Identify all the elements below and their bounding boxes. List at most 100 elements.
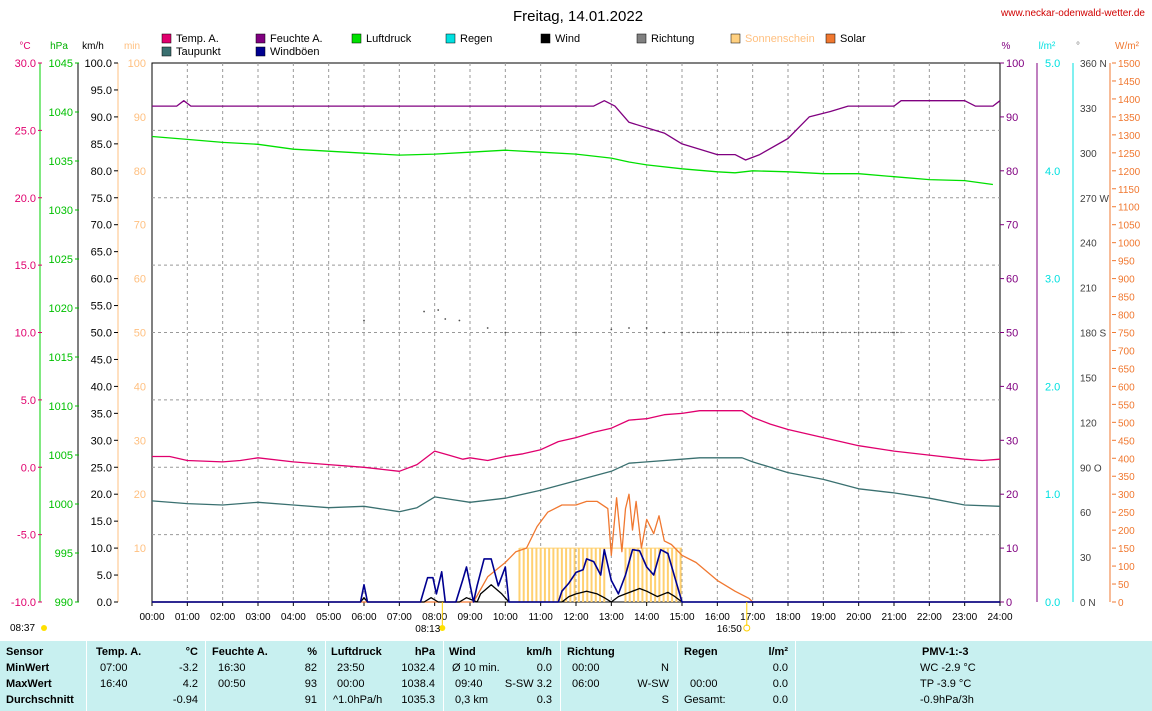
x-tick-label: 03:00	[245, 612, 270, 623]
wind-tick-label: 90.0	[91, 112, 112, 124]
x-tick-label: 08:00	[422, 612, 447, 623]
header-wind-unit: km/h	[526, 646, 552, 658]
solar-tick-label: 1500	[1118, 59, 1141, 70]
legend-swatch	[636, 33, 647, 44]
solar-tick-label: 500	[1118, 418, 1135, 429]
wind-tick-label: 60.0	[91, 274, 112, 286]
wind-tick-label: 25.0	[91, 462, 112, 474]
humidity-tick-label: 100	[1006, 58, 1024, 70]
stats-table: Sensor Temp. A. °C Feuchte A. % Luftdruc…	[0, 641, 1152, 711]
wind-tick-label: 30.0	[91, 435, 112, 447]
legend-label: Windböen	[270, 46, 320, 58]
max-humidity-time: 00:50	[218, 678, 246, 690]
site-url[interactable]: www.neckar-odenwald-wetter.de	[1000, 8, 1145, 19]
sun-tick-label: 70	[134, 220, 146, 232]
min-wind-time: Ø 10 min.	[452, 662, 500, 674]
direction-tick-label: 120	[1080, 418, 1097, 429]
wind-tick-label: 50.0	[91, 328, 112, 340]
wind-tick-label: 70.0	[91, 220, 112, 232]
direction-dot	[423, 310, 425, 313]
solar-tick-label: 200	[1118, 526, 1135, 537]
legend-label: Solar	[840, 33, 866, 45]
humidity-tick-label: 80	[1006, 166, 1018, 178]
humidity-tick-label: 0	[1006, 597, 1012, 609]
wind-tick-label: 35.0	[91, 408, 112, 420]
wind-tick-label: 65.0	[91, 247, 112, 259]
solar-tick-label: 600	[1118, 382, 1135, 393]
wind-tick-label: 10.0	[91, 543, 112, 555]
max-direction-value: W-SW	[637, 678, 669, 690]
rain-tick-label: 0.0	[1045, 597, 1060, 609]
wind-tick-label: 85.0	[91, 139, 112, 151]
min-rain-value: 0.0	[772, 662, 788, 674]
direction-dot	[811, 331, 813, 334]
max-rain-value: 0.0	[772, 678, 788, 690]
legend-label: Taupunkt	[176, 46, 221, 58]
direction-dot	[663, 331, 666, 334]
legend: Temp. A. Feuchte A. Luftdruck Regen Wind Rich…	[161, 33, 866, 58]
direction-dot	[853, 331, 856, 334]
pressure-trend: ^1.0hPa/h	[333, 694, 383, 706]
sun-tick-label: 90	[134, 112, 146, 124]
direction-dot	[610, 328, 613, 331]
wind-tick-label: 80.0	[91, 166, 112, 178]
legend-swatch	[730, 33, 741, 44]
rain-tick-label: 1.0	[1045, 489, 1060, 501]
direction-dot	[735, 331, 737, 334]
header-humidity: Feuchte A.	[212, 646, 268, 658]
wind-tick-label: 100.0	[84, 58, 112, 70]
x-tick-label: 12:00	[563, 612, 588, 623]
direction-dot	[832, 331, 834, 334]
direction-tick-label: 210	[1080, 284, 1097, 295]
min-wind-value: 0.0	[536, 662, 552, 674]
solar-tick-label: 700	[1118, 346, 1135, 357]
solar-tick-label: 1250	[1118, 149, 1141, 160]
sun-tick-label: 100	[128, 58, 146, 70]
sun-tick-label: 60	[134, 274, 146, 286]
direction-tick-label: 270 W	[1080, 194, 1109, 205]
series-line-windb-en	[152, 548, 1000, 603]
direction-dot	[828, 331, 830, 334]
series-line-feuchte-a-	[152, 100, 1001, 161]
header-rain-unit: l/m²	[768, 646, 788, 658]
pressure-tick-label: 1025	[49, 254, 73, 266]
pressure-tick-label: 1040	[49, 107, 73, 119]
unit-temp: °C	[19, 41, 30, 52]
rain-tick-label: 2.0	[1045, 381, 1060, 393]
direction-dot	[760, 331, 762, 334]
temp-tick-label: 0.0	[21, 462, 36, 474]
direction-dot	[768, 331, 771, 334]
max-temp-value: 4.2	[182, 678, 198, 690]
direction-tick-label: 330	[1080, 104, 1097, 115]
max-wind-time: 09:40	[455, 678, 483, 690]
solar-tick-label: 300	[1118, 490, 1135, 501]
rain-total-label: Gesamt:	[684, 694, 726, 706]
x-tick-label: 06:00	[351, 612, 376, 623]
pressure-tick-label: 1035	[49, 156, 73, 168]
direction-dot	[896, 331, 898, 334]
avg-direction-value: S	[661, 694, 669, 706]
pressure-tick-label: 995	[55, 548, 73, 560]
avg-wind-value: 0.3	[536, 694, 552, 706]
unit-solar: W/m²	[1115, 41, 1140, 52]
sunset-label: 16:50	[717, 624, 742, 635]
pressure-tick-label: 1000	[49, 499, 73, 511]
legend-swatch	[540, 33, 551, 44]
solar-tick-label: 1200	[1118, 167, 1141, 178]
humidity-tick-label: 40	[1006, 381, 1018, 393]
legend-label: Wind	[555, 33, 580, 45]
min-direction-value: N	[661, 662, 669, 674]
solar-tick-label: 1150	[1118, 185, 1140, 196]
x-tick-label: 24:00	[987, 612, 1012, 623]
unit-humidity: %	[1002, 41, 1011, 52]
legend-label: Richtung	[651, 33, 694, 45]
wind-tick-label: 45.0	[91, 354, 112, 366]
direction-dot	[718, 331, 720, 334]
header-pmv: PMV-1:-3	[922, 646, 969, 658]
x-tick-label: 17:00	[740, 612, 765, 623]
header-temp-unit: °C	[185, 646, 198, 658]
direction-dot	[794, 331, 796, 334]
humidity-tick-label: 20	[1006, 489, 1018, 501]
series-line-taupunkt	[151, 457, 1001, 513]
direction-tick-label: 360 N	[1080, 59, 1107, 70]
